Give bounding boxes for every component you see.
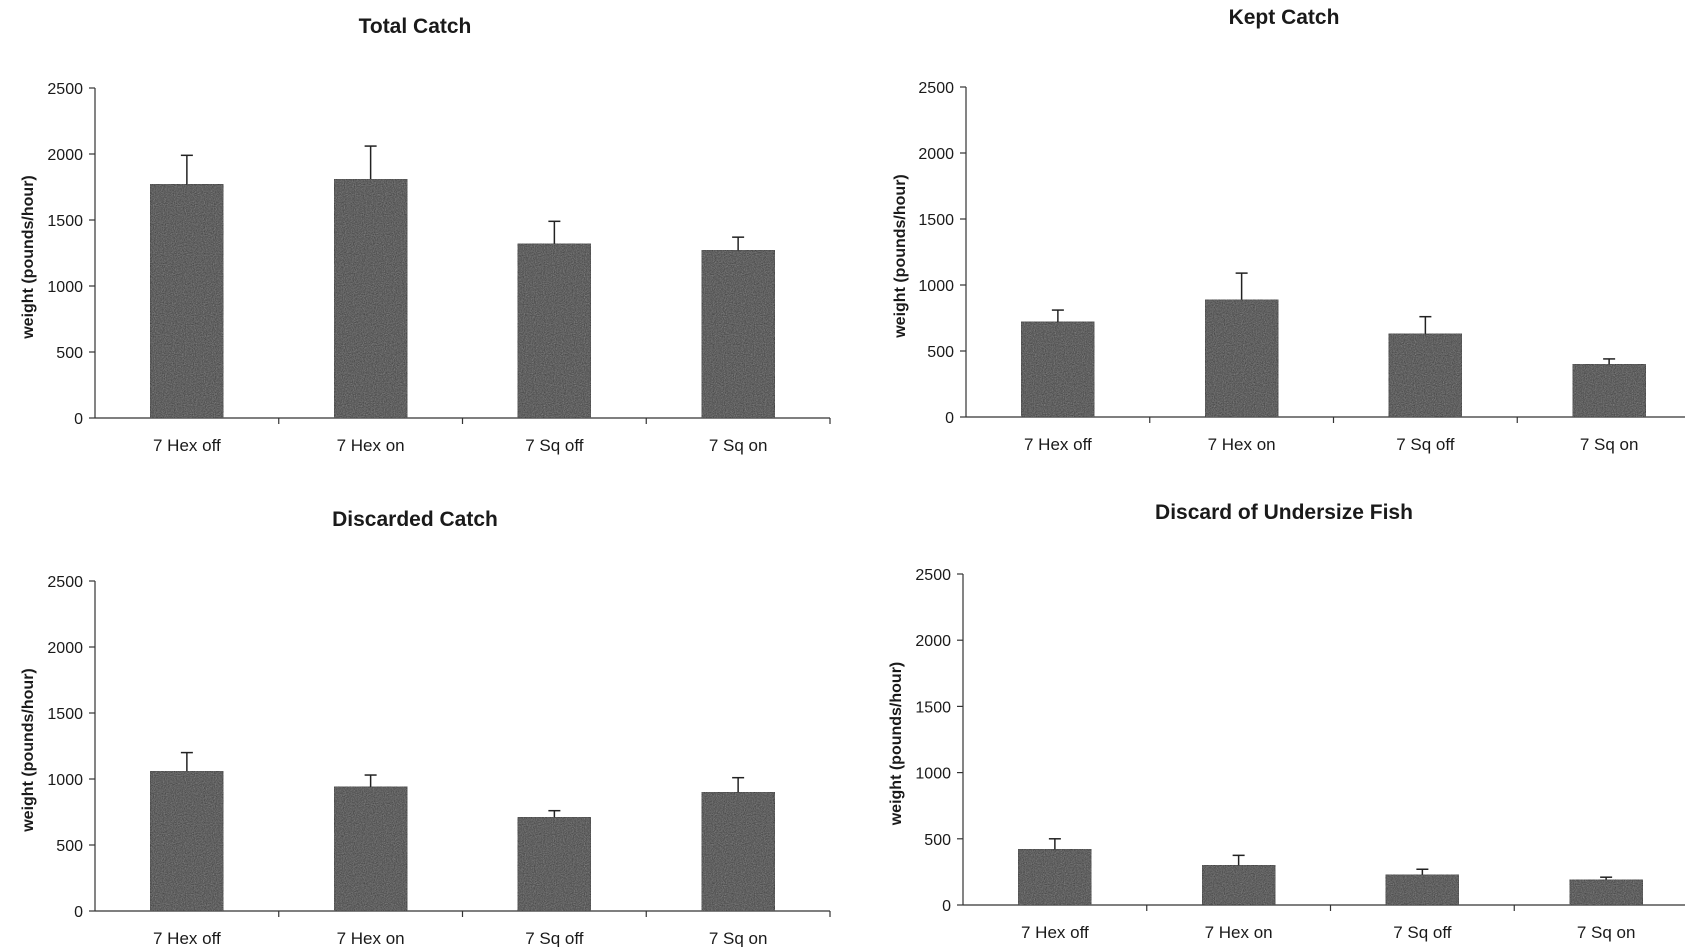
x-tick-label: 7 Sq on [1580,435,1639,454]
chart-title: Discard of Undersize Fish [1155,501,1413,524]
y-tick-label: 500 [56,838,83,855]
bar-7-sq-off [517,243,592,419]
y-tick-label: 1500 [47,706,83,723]
chart-panel-3: Discarded Catch weight (pounds/hour) 0 500 1… [20,508,831,947]
x-tick-label: 7 Hex on [1205,923,1273,942]
bar-7-sq-off [1385,873,1460,906]
y-tick-label: 1500 [915,699,951,716]
x-tick-label: 7 Hex on [337,436,405,455]
y-axis-label: weight (pounds/hour) [20,668,37,833]
bar-7-sq-on [1568,879,1644,906]
y-tick-label: 1000 [918,278,954,295]
y-tick-label: 2500 [47,81,83,98]
x-tick-label: 7 Sq off [525,929,584,947]
bar-7-hex-off [1020,321,1096,418]
x-tick-label: 7 Sq off [1393,923,1452,942]
chart-panel-2: Kept Catch weight (pounds/hour) 0 500 1000 15… [892,6,1685,454]
bar-7-hex-off [149,183,225,419]
y-tick-label: 0 [74,904,83,921]
bar-7-sq-off [1388,333,1463,418]
y-tick-label: 2000 [918,146,954,163]
y-tick-label: 2000 [47,147,83,164]
y-axis-label: weight (pounds/hour) [888,662,905,827]
y-tick-label: 2500 [915,567,951,584]
x-tick-label: 7 Sq on [709,929,768,947]
x-tick-label: 7 Hex on [337,929,405,947]
y-tick-label: 500 [56,345,83,362]
bar-7-hex-on [333,786,408,912]
chart-panel-1: Total Catch weight (pounds/hour) 0 500 1000 1… [20,15,831,455]
bar-7-hex-off [149,770,225,912]
y-tick-label: 2500 [918,80,954,97]
bar-7-sq-off [517,816,592,912]
x-tick-label: 7 Hex on [1208,435,1276,454]
y-axis-label: weight (pounds/hour) [20,175,37,340]
y-tick-label: 1000 [47,279,83,296]
chart-title: Kept Catch [1229,6,1340,29]
y-tick-label: 500 [924,832,951,849]
x-tick-label: 7 Sq off [525,436,584,455]
bar-7-hex-on [1204,298,1279,418]
chart-panel-4: Discard of Undersize Fish weight (pounds/… [888,501,1685,942]
x-tick-label: 7 Hex off [153,929,221,947]
y-tick-label: 2000 [915,633,951,650]
y-tick-label: 2500 [47,574,83,591]
bar-7-hex-on [333,178,408,419]
x-tick-label: 7 Hex off [1024,435,1092,454]
x-tick-label: 7 Hex off [153,436,221,455]
y-tick-label: 1000 [915,766,951,783]
y-tick-label: 0 [945,410,954,427]
y-tick-label: 500 [927,344,954,361]
chart-title: Total Catch [359,15,472,38]
y-tick-label: 1000 [47,772,83,789]
bar-7-sq-on [1571,363,1647,418]
chart-title: Discarded Catch [332,508,498,531]
bar-7-hex-on [1201,864,1276,906]
x-tick-label: 7 Sq on [709,436,768,455]
y-tick-label: 0 [74,411,83,428]
y-tick-label: 1500 [47,213,83,230]
bar-7-sq-on [700,249,776,419]
y-tick-label: 2000 [47,640,83,657]
y-tick-label: 1500 [918,212,954,229]
x-tick-label: 7 Sq on [1577,923,1636,942]
bar-7-hex-off [1017,848,1093,906]
x-tick-label: 7 Sq off [1396,435,1455,454]
bar-7-sq-on [700,791,776,912]
y-tick-label: 0 [942,898,951,915]
x-tick-label: 7 Hex off [1021,923,1089,942]
y-axis-label: weight (pounds/hour) [892,174,909,339]
